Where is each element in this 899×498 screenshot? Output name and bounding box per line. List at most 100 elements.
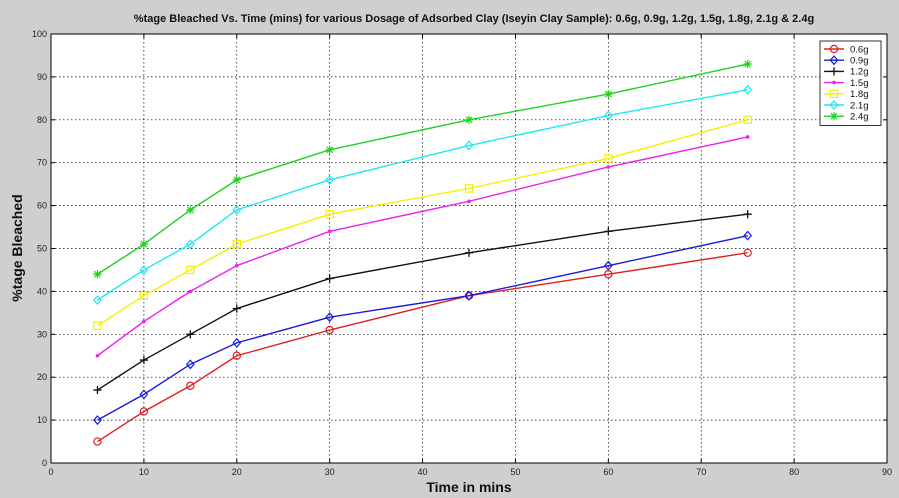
data-point (232, 304, 241, 313)
legend-item: 1.2g (824, 67, 869, 78)
y-tick-label: 100 (32, 29, 47, 39)
data-point (327, 229, 332, 234)
data-point (139, 291, 149, 300)
legend-label: 1.2g (850, 67, 869, 78)
y-tick-label: 0 (42, 458, 47, 468)
data-point (464, 184, 474, 193)
data-point (743, 210, 752, 219)
data-point (93, 321, 102, 330)
axis-ticks: 0 10 20 30 40 50 60 70 80 90 0 10 20 30 40 50 60 70 80 90 10… (32, 29, 892, 477)
y-tick-label: 60 (37, 201, 47, 211)
data-point (139, 355, 148, 365)
data-point (464, 140, 474, 151)
data-point (467, 199, 471, 204)
legend-label: 1.5g (850, 78, 869, 89)
data-point (325, 325, 334, 335)
x-tick-label: 90 (882, 467, 892, 477)
data-point (93, 270, 102, 279)
legend-marker (829, 112, 839, 121)
data-point (139, 264, 149, 275)
legend-marker (829, 67, 839, 76)
data-point (604, 154, 613, 163)
data-point (232, 240, 241, 249)
series-0.9g (93, 230, 753, 426)
data-point (743, 84, 753, 95)
data-point (604, 227, 613, 236)
data-point (93, 385, 102, 395)
data-point (603, 110, 613, 121)
legend-label: 1.8g (850, 89, 869, 100)
series-line (97, 234, 748, 421)
legend-marker (829, 55, 839, 66)
data-point (745, 135, 750, 139)
legend: 0.6g0.9g1.2g1.5g1.8g2.1g2.4g (819, 40, 882, 126)
legend-item: 0.6g (824, 44, 869, 55)
series-line (97, 119, 748, 327)
data-point (325, 274, 334, 283)
data-point (95, 353, 100, 358)
data-point (325, 174, 335, 185)
x-axis-label: Time in mins (426, 479, 512, 495)
y-tick-label: 30 (37, 329, 47, 339)
data-point (743, 59, 752, 69)
data-point (232, 204, 242, 215)
data-point (185, 239, 195, 250)
x-tick-label: 30 (325, 467, 335, 477)
data-point (603, 260, 613, 271)
legend-marker (829, 99, 839, 111)
y-tick-label: 20 (37, 372, 47, 382)
legend-item: 2.1g (824, 99, 869, 111)
data-point (234, 263, 239, 268)
x-tick-label: 70 (696, 467, 706, 477)
data-point (604, 89, 613, 99)
series-line (97, 252, 748, 443)
legend-label: 2.1g (850, 100, 869, 111)
series-1.5g (95, 135, 750, 358)
data-point (464, 115, 474, 124)
data-point (185, 359, 195, 370)
legend-marker (829, 44, 839, 54)
series-line (97, 89, 748, 301)
x-tick-label: 40 (418, 467, 428, 477)
y-tick-label: 10 (37, 415, 47, 425)
data-point (606, 165, 611, 169)
legend-item: 2.4g (824, 112, 869, 123)
legend-marker (832, 80, 836, 85)
data-point (232, 337, 242, 348)
data-point (142, 319, 146, 324)
x-tick-label: 20 (232, 467, 242, 477)
y-tick-label: 50 (37, 244, 47, 254)
x-tick-label: 60 (603, 467, 613, 477)
data-point (232, 175, 241, 185)
series-line (97, 213, 748, 391)
legend-label: 0.6g (850, 44, 869, 55)
legend-label: 2.4g (850, 112, 869, 123)
y-tick-label: 70 (37, 158, 47, 168)
x-tick-label: 10 (139, 467, 149, 477)
legend-label: 0.9g (850, 56, 869, 67)
data-point (186, 205, 195, 215)
data-point (325, 145, 334, 155)
data-point (232, 351, 241, 360)
x-tick-label: 80 (789, 467, 799, 477)
series-layer (93, 59, 753, 446)
data-point (743, 230, 753, 241)
data-point (186, 381, 195, 390)
legend-item: 1.5g (824, 78, 869, 89)
data-point (325, 312, 335, 323)
data-point (325, 209, 334, 219)
data-point (188, 289, 193, 294)
series-2.4g (93, 59, 752, 279)
y-tick-label: 80 (37, 115, 47, 125)
series-1.2g (93, 210, 752, 395)
series-line (97, 136, 748, 357)
data-point (743, 115, 752, 124)
series-1.8g (93, 115, 752, 330)
y-tick-label: 40 (37, 286, 47, 296)
data-point (93, 415, 102, 426)
legend-item: 0.9g (824, 55, 869, 67)
chart-title: %tage Bleached Vs. Time (mins) for vario… (134, 13, 814, 25)
data-point (186, 330, 195, 339)
y-tick-label: 90 (37, 72, 47, 82)
legend-marker (829, 89, 839, 98)
